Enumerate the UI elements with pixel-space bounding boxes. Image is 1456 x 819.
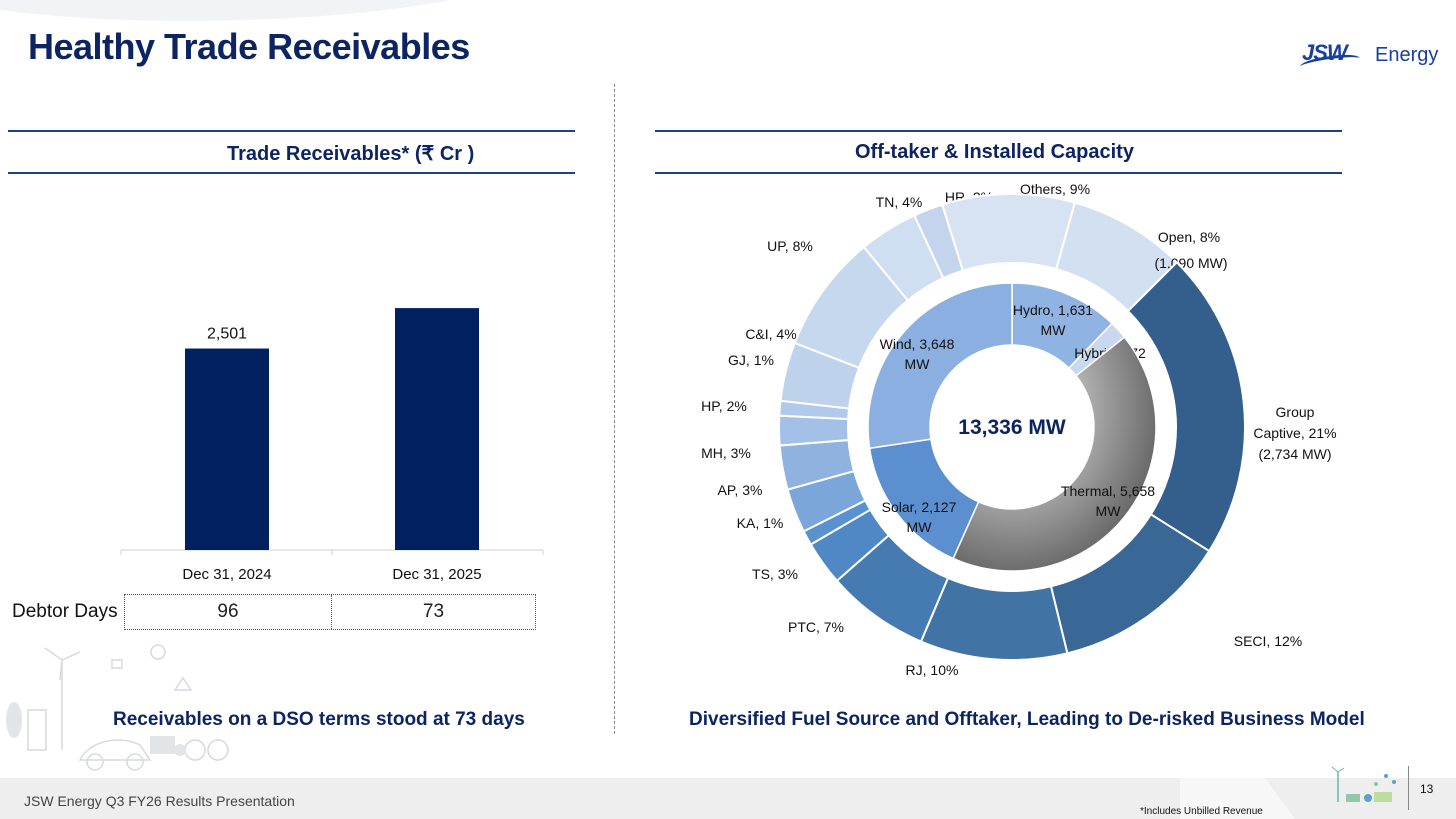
inner-slice-label: MW <box>1096 503 1122 519</box>
bar <box>185 348 269 550</box>
bar-data-label: 2,501 <box>207 326 247 343</box>
logo-word: Energy <box>1375 44 1439 66</box>
outer-slice-label: AP, 3% <box>718 482 763 498</box>
left-section-header: Trade Receivables* (₹ Cr ) <box>8 130 575 174</box>
right-header-text: Off-taker & Installed Capacity <box>855 141 1134 163</box>
debtor-days-table: 96 73 <box>124 594 536 630</box>
inner-slice-label: Solar, 2,127 <box>882 499 957 515</box>
inner-slice-label: MW <box>907 519 933 535</box>
footer-text: JSW Energy Q3 FY26 Results Presentation <box>24 793 295 809</box>
footer-slant-decoration <box>1180 778 1295 819</box>
outer-slice-sublabel: (1,090 MW) <box>1154 255 1227 271</box>
debtor-days-value-2025: 73 <box>422 601 445 622</box>
outer-slice-sublabel: (2,734 MW) <box>1258 446 1331 462</box>
inner-ring-slice <box>952 336 1157 572</box>
outer-slice-label: TN, 4% <box>876 194 923 210</box>
inner-slice-label: MW <box>1041 322 1067 338</box>
donut-center-label: 13,336 MW <box>958 416 1066 439</box>
outer-slice-label: MH, 3% <box>701 445 751 461</box>
debtor-days-label: Debtor Days <box>12 601 118 622</box>
outer-slice-label: GJ, 1% <box>728 352 774 368</box>
inner-slice-label: Hydro, 1,631 <box>1013 302 1093 318</box>
table-divider <box>331 595 332 629</box>
outer-slice-label: Open, 8% <box>1158 229 1220 245</box>
inner-slice-label: MW <box>905 356 931 372</box>
outer-slice-label: SECI, 12% <box>1234 633 1302 649</box>
outer-ring-slice <box>940 193 1077 272</box>
outer-slice-label: PTC, 7% <box>788 619 844 635</box>
outer-slice-label: Captive, 21% <box>1253 425 1336 441</box>
outer-slice-label: TS, 3% <box>752 566 798 582</box>
section-divider <box>614 84 615 734</box>
inner-ring-slice <box>867 282 1013 450</box>
offtaker-capacity-donut-chart: Open, 8% (1,090 MW) Group Captive, 21% (2,73… <box>701 181 1337 678</box>
inner-slice-label: Wind, 3,648 <box>880 336 955 352</box>
bar <box>395 308 479 550</box>
left-bottom-note: Receivables on a DSO terms stood at 73 d… <box>113 709 525 730</box>
page-title: Healthy Trade Receivables <box>28 26 470 67</box>
bar-data-label: 3,003 <box>417 300 457 302</box>
outer-slice-label: UP, 8% <box>767 238 813 254</box>
x-tick-label: Dec 31, 2024 <box>182 566 271 583</box>
page-number: 13 <box>1420 782 1434 796</box>
outer-slice-label: HP, 2% <box>701 398 747 414</box>
right-section-header: Off-taker & Installed Capacity <box>655 130 1342 174</box>
outer-slice-label: KA, 1% <box>737 515 784 531</box>
x-tick-label: Dec 31, 2025 <box>392 566 481 583</box>
footnote: *Includes Unbilled Revenue <box>1140 806 1263 817</box>
green-energy-icon <box>1331 766 1396 802</box>
trade-receivables-bar-chart: 2,501 Dec 31, 2024 3,003 Dec 31, 2025 <box>120 300 544 583</box>
outer-ring-slice <box>778 414 850 447</box>
renewable-illustration-decoration <box>6 644 229 771</box>
left-header-text: Trade Receivables* (₹ Cr ) <box>227 143 475 165</box>
right-bottom-note: Diversified Fuel Source and Offtaker, Le… <box>689 709 1365 730</box>
outer-slice-label: C&I, 4% <box>745 326 796 342</box>
debtor-days-value-2024: 96 <box>217 601 239 622</box>
outer-slice-label: RJ, 10% <box>906 662 959 678</box>
outer-slice-label: Group <box>1276 404 1315 420</box>
header-swoosh-decoration <box>0 0 450 21</box>
inner-slice-label: Thermal, 5,658 <box>1061 483 1155 499</box>
page-number-divider <box>1408 766 1409 810</box>
outer-slice-label: Others, 9% <box>1020 181 1090 197</box>
jsw-energy-logo: JSW Energy <box>1299 40 1445 74</box>
logo-mark: JSW <box>1302 40 1348 65</box>
